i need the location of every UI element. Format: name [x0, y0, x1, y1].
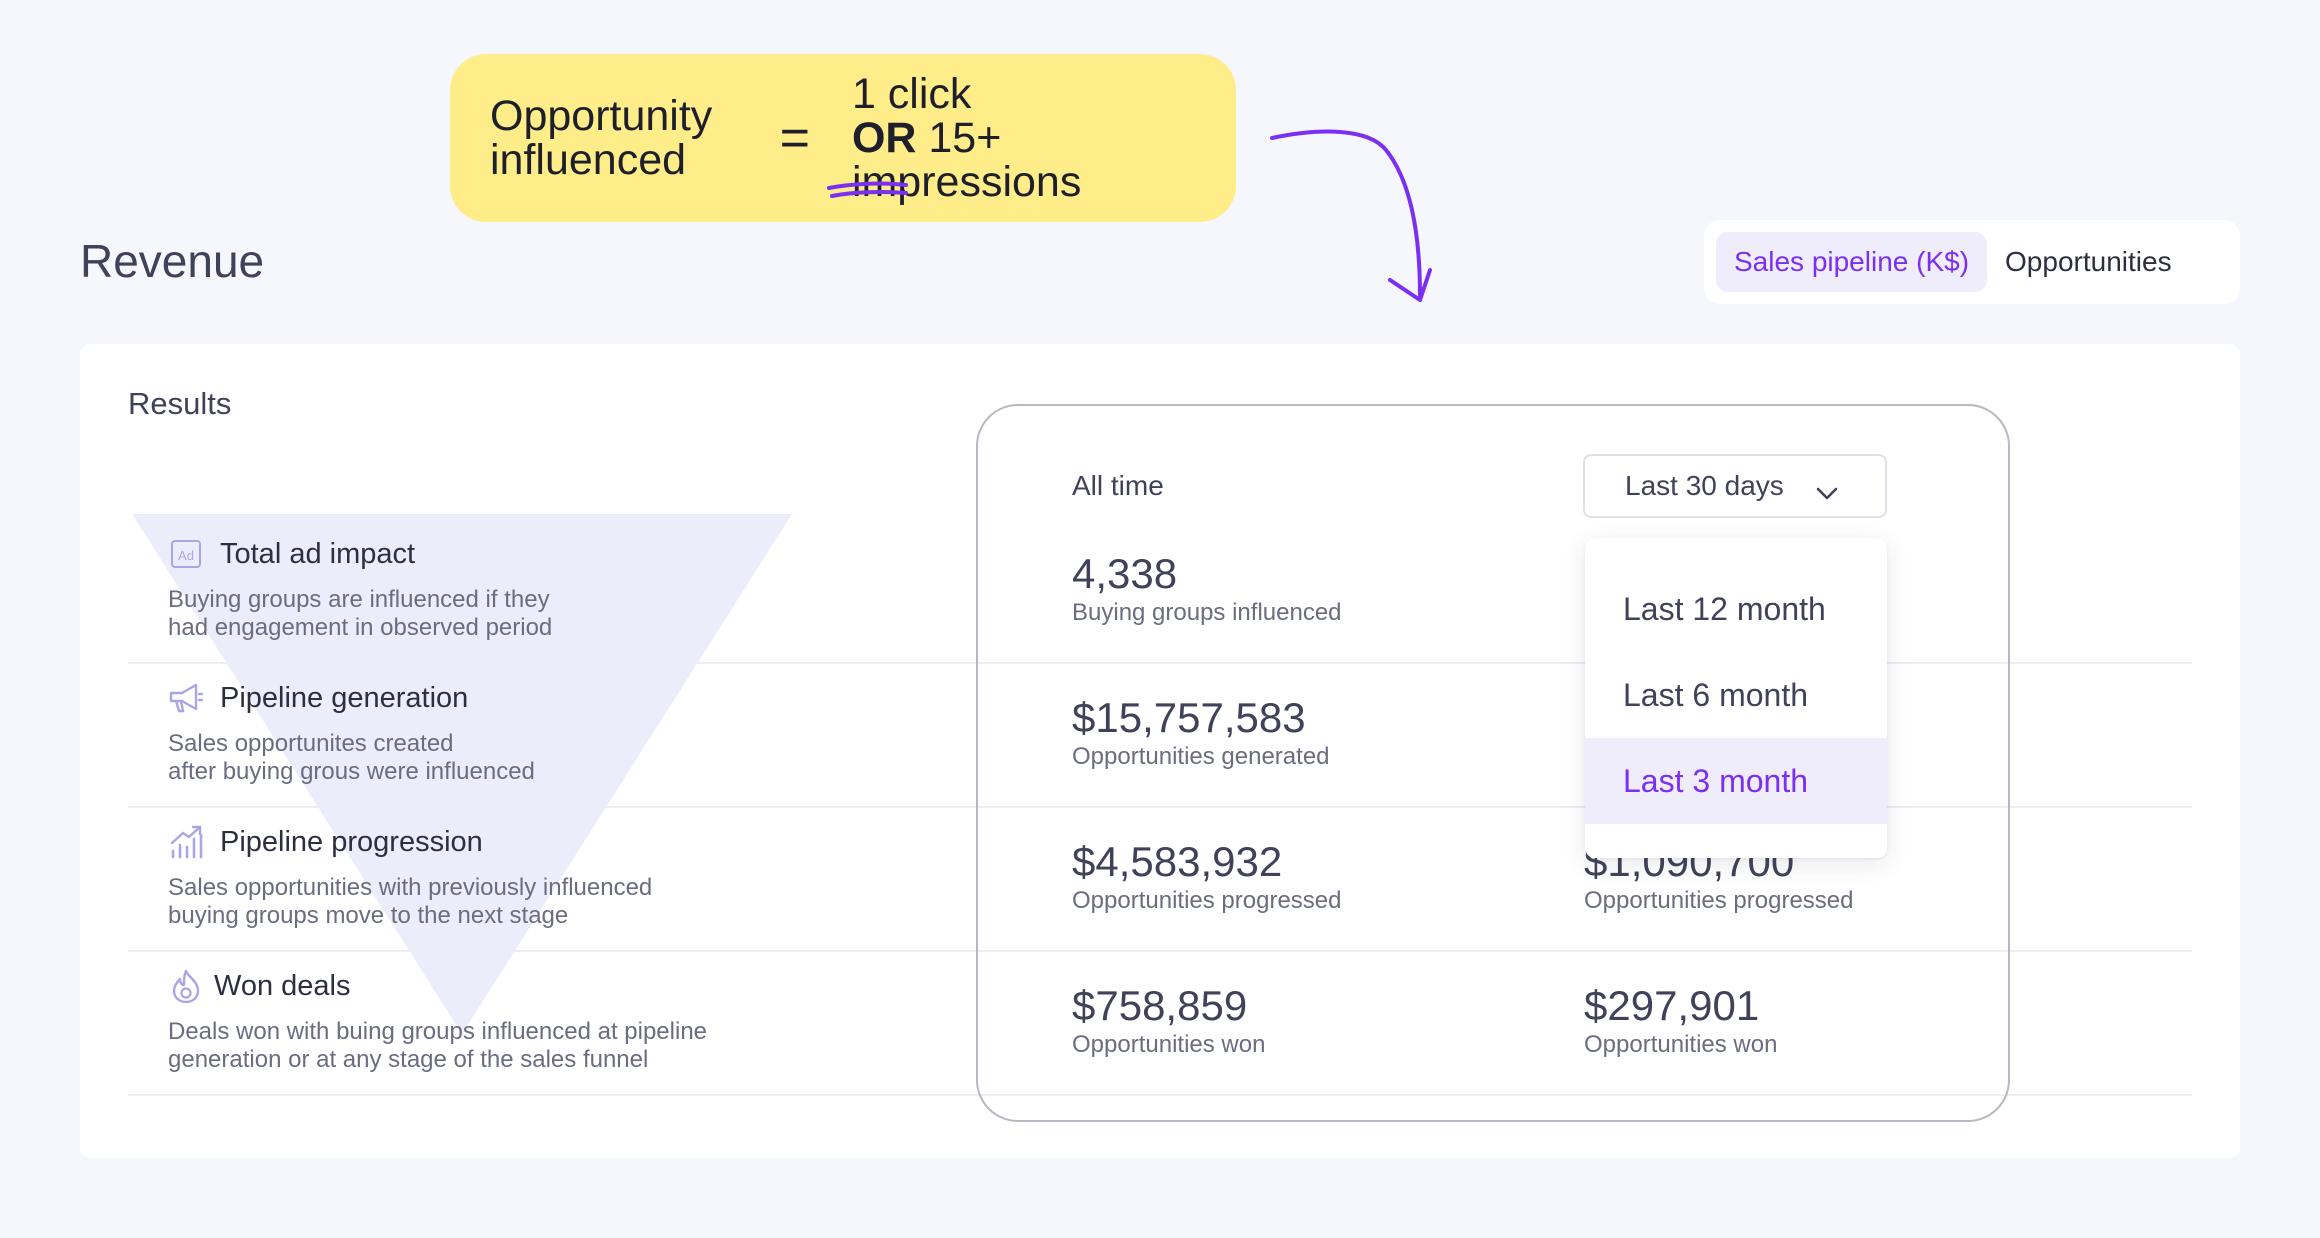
period-stat-opportunities-won: $297,901 Opportunities won	[1584, 982, 1777, 1060]
stat-value: $4,583,932	[1072, 838, 1283, 885]
stat-opportunities-generated: $15,757,583 Opportunities generated	[1072, 694, 1330, 772]
row-divider	[128, 1094, 2192, 1096]
metric-desc-line: Sales opportunites created	[168, 730, 454, 757]
metric-desc-line: Deals won with buing groups influenced a…	[168, 1018, 708, 1045]
dropdown-option-3-month[interactable]: Last 3 month	[1585, 738, 1887, 824]
period-dropdown-menu: Last 12 month Last 6 month Last 3 month	[1585, 538, 1887, 858]
stat-opportunities-won: $758,859 Opportunities won	[1072, 982, 1265, 1060]
toggle-sales-pipeline[interactable]: Sales pipeline (K$)	[1716, 232, 1988, 292]
equals-sign: =	[779, 109, 810, 167]
dropdown-option-6-month[interactable]: Last 6 month	[1623, 676, 1808, 713]
row-divider	[128, 662, 2192, 664]
callout-definition: 1 click OR 15+ impressions	[852, 72, 1236, 204]
callout-definition-line2: OR 15+ impressions	[852, 116, 1236, 204]
arrow-head-icon	[1388, 268, 1432, 302]
megaphone-icon	[168, 680, 204, 716]
metric-total-ad-impact: Ad Total ad impact Buying groups are inf…	[168, 534, 552, 642]
period-select[interactable]: Last 30 days	[1583, 454, 1887, 518]
stat-value: $297,901	[1584, 982, 1760, 1029]
metric-desc-line: Sales opportunities with previously infl…	[168, 874, 653, 901]
stat-value: 4,338	[1072, 550, 1178, 597]
chevron-down-icon	[1815, 476, 1839, 508]
metric-pipeline-generation: Pipeline generation Sales opportunites c…	[168, 678, 535, 786]
metric-desc-line: generation or at any stage of the sales …	[168, 1046, 649, 1073]
funnel-graphic	[132, 514, 792, 1034]
stat-label: Opportunities progressed	[1584, 887, 1854, 914]
svg-text:Ad: Ad	[178, 548, 194, 563]
callout-term-line1: Opportunity	[490, 92, 713, 140]
row-divider	[128, 950, 2192, 952]
all-time-label: All time	[1072, 470, 1164, 501]
metric-title: Pipeline generation	[220, 681, 469, 714]
stat-label: Opportunities progressed	[1072, 887, 1342, 914]
metric-description: Sales opportunities with previously infl…	[168, 874, 652, 930]
metric-desc-line: Buying groups are influenced if they	[168, 586, 550, 613]
definition-callout: Opportunity influenced = 1 click OR 15+ …	[450, 54, 1236, 222]
or-keyword: OR	[851, 114, 917, 162]
stat-value: $758,859	[1072, 982, 1248, 1029]
stat-opportunities-progressed: $4,583,932 Opportunities progressed	[1072, 838, 1341, 916]
callout-term-line2: influenced	[490, 136, 687, 184]
metric-pipeline-progression: Pipeline progression Sales opportunities…	[168, 822, 652, 930]
page-title: Revenue	[80, 235, 265, 287]
metric-title: Total ad impact	[220, 537, 416, 570]
stat-label: Opportunities generated	[1072, 743, 1330, 770]
curved-arrow-icon	[1270, 129, 1422, 298]
dropdown-option-12-month[interactable]: Last 12 month	[1623, 590, 1826, 627]
metric-title: Won deals	[214, 969, 351, 1002]
metric-title: Pipeline progression	[220, 825, 483, 858]
stat-buying-groups: 4,338 Buying groups influenced	[1072, 550, 1342, 628]
growth-chart-icon	[168, 824, 204, 860]
stat-label: Opportunities won	[1072, 1031, 1266, 1058]
callout-term: Opportunity influenced	[490, 94, 746, 182]
flame-icon	[168, 968, 204, 1004]
period-select-value: Last 30 days	[1625, 470, 1784, 501]
comparison-panel	[976, 404, 2010, 1122]
metric-desc-line: after buying grous were influenced	[168, 758, 535, 785]
stat-value: $15,757,583	[1072, 694, 1306, 741]
ad-icon: Ad	[168, 536, 204, 572]
metric-desc-line: had engagement in observed period	[168, 614, 553, 641]
stat-label: Buying groups influenced	[1072, 599, 1342, 626]
metric-description: Sales opportunites created after buying …	[168, 730, 535, 786]
metric-won-deals: Won deals Deals won with buing groups in…	[168, 966, 707, 1074]
results-title: Results	[128, 386, 232, 421]
metric-description: Deals won with buing groups influenced a…	[168, 1018, 707, 1074]
toggle-opportunities[interactable]: Opportunities	[2005, 246, 2172, 277]
metric-description: Buying groups are influenced if they had…	[168, 586, 552, 642]
view-toggle: Sales pipeline (K$) Opportunities	[1704, 220, 2240, 304]
callout-definition-line1: 1 click	[851, 70, 972, 118]
stat-label: Opportunities won	[1584, 1031, 1778, 1058]
metric-desc-line: buying groups move to the next stage	[168, 902, 569, 929]
row-divider	[128, 806, 2192, 808]
